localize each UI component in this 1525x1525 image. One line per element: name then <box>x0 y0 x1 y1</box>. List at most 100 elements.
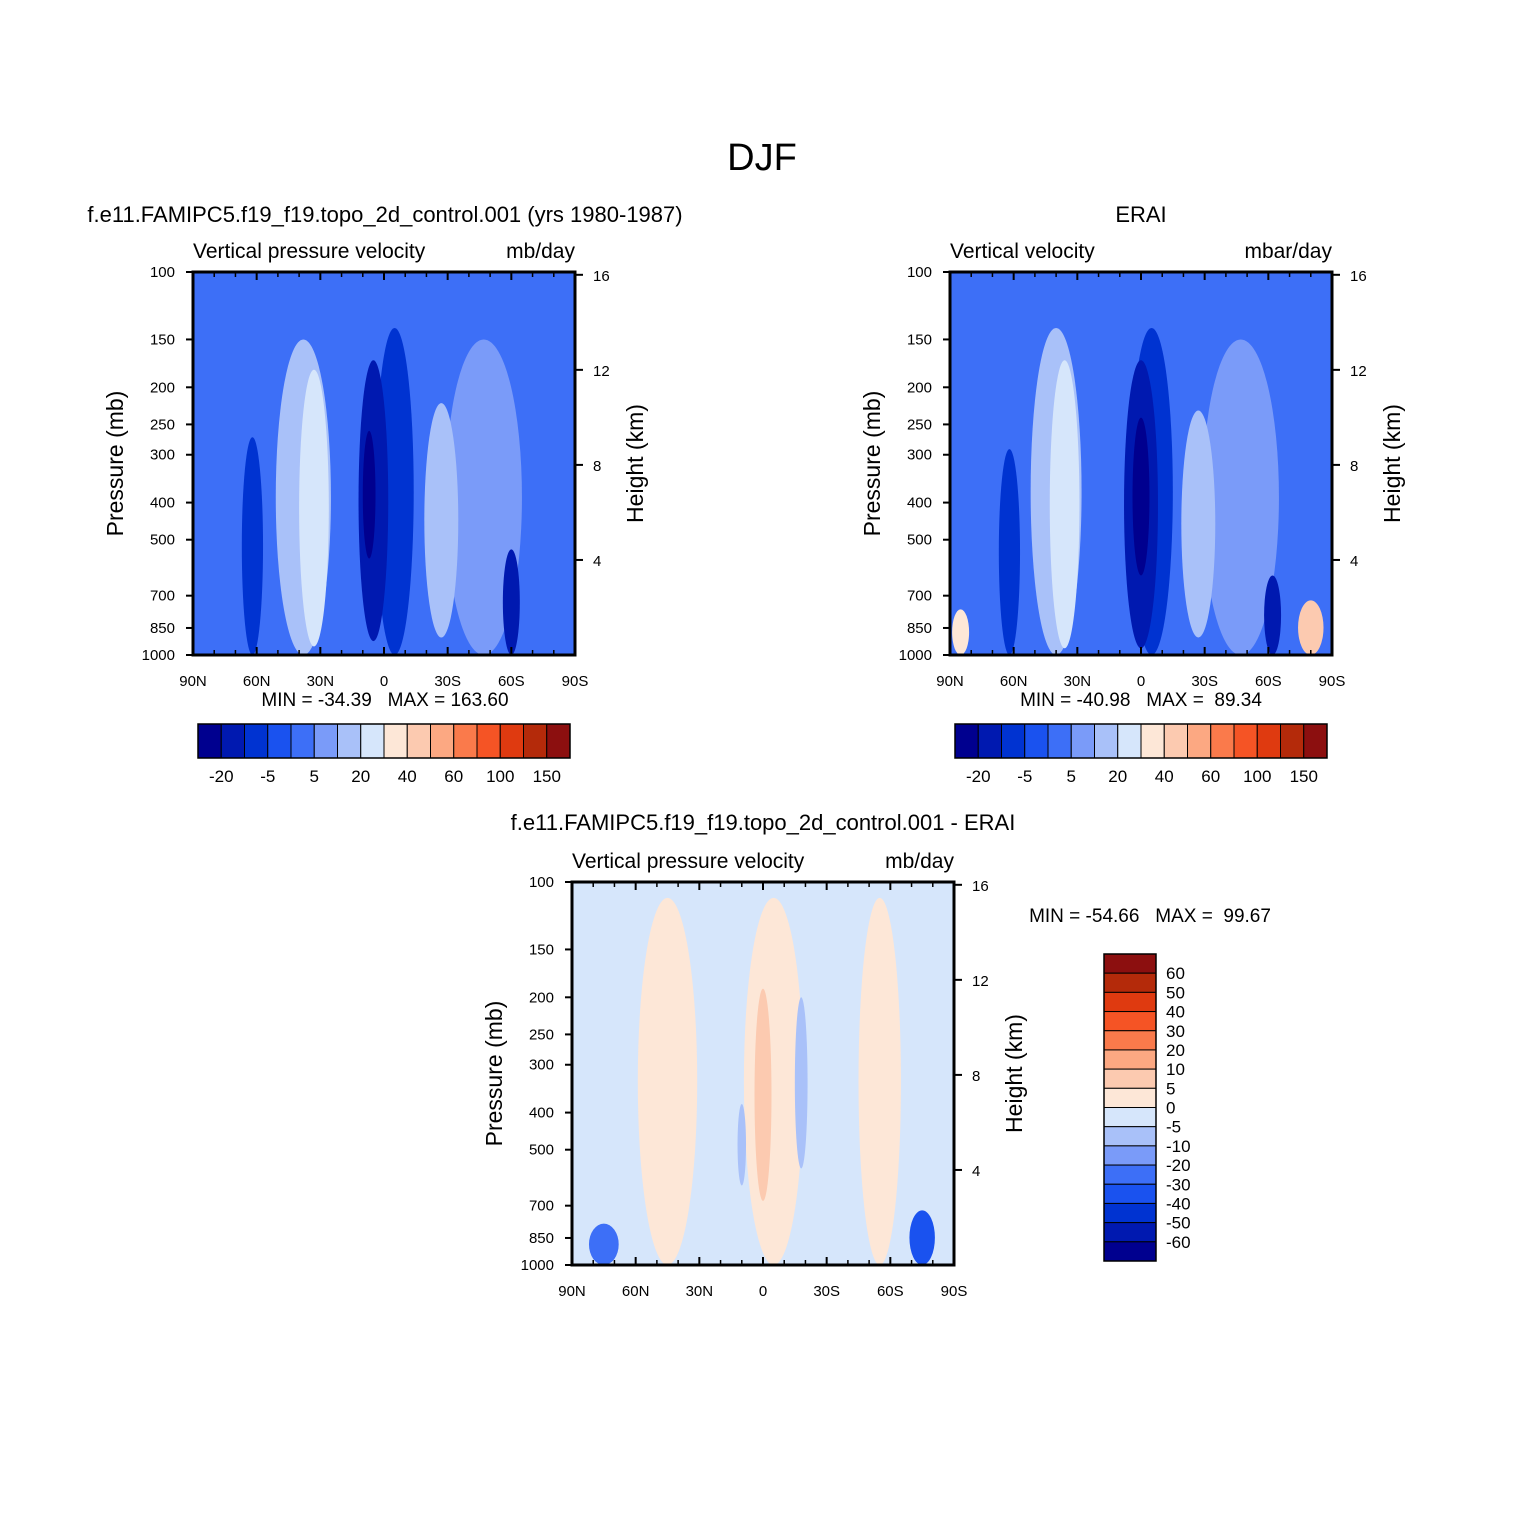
colorbar-swatch <box>1103 991 1157 1013</box>
min-max-stats: MIN = -34.39 MAX = 163.60 <box>261 690 508 711</box>
y-right-tick-label: 8 <box>593 458 601 475</box>
colorbar-swatch <box>453 723 478 759</box>
colorbar-swatch <box>1103 1049 1157 1070</box>
x-tick-label: 60N <box>243 673 271 690</box>
x-tick-label: 90N <box>558 1283 586 1300</box>
y-right-axis-title: Height (km) <box>1001 1014 1027 1133</box>
x-tick-label: 0 <box>1137 673 1145 690</box>
colorbar-label: -5 <box>1017 767 1032 786</box>
colorbar-label: 40 <box>1155 767 1174 786</box>
colorbar: -20 -5 5 20 40 60 100 150 <box>954 723 1328 786</box>
y-tick-label: 1000 <box>142 647 175 664</box>
y-tick-label: 150 <box>907 331 932 348</box>
x-tick-label: 30N <box>1064 673 1092 690</box>
subtitle-right: mb/day <box>885 850 954 873</box>
colorbar-label: 60 <box>444 767 463 786</box>
y-tick-label: 150 <box>150 331 175 348</box>
colorbar-swatch <box>954 723 979 759</box>
y-tick-label: 250 <box>529 1026 554 1043</box>
x-tick-label: 30N <box>307 673 335 690</box>
field-contour-4 <box>794 997 808 1169</box>
colorbar-swatch <box>290 723 315 759</box>
x-tick-label: 90S <box>562 673 589 690</box>
colorbar-label: 5 <box>1166 1079 1175 1098</box>
colorbar-label: 50 <box>1166 983 1185 1002</box>
colorbar-swatch <box>1187 723 1212 759</box>
panel-title: f.e11.FAMIPC5.f19_f19.topo_2d_control.00… <box>511 810 1016 835</box>
panel-difference: f.e11.FAMIPC5.f19_f19.topo_2d_control.00… <box>481 810 1271 1300</box>
plot-area <box>572 882 954 1265</box>
subtitle-left: Vertical pressure velocity <box>572 850 805 873</box>
field-contour-0 <box>1202 339 1279 655</box>
colorbar-label: 40 <box>1166 1003 1185 1022</box>
colorbar-swatch <box>546 723 571 759</box>
colorbar-label: 150 <box>1290 767 1318 786</box>
colorbar-swatch <box>1303 723 1328 759</box>
field-contour-3 <box>754 988 772 1201</box>
x-tick-label: 90S <box>1319 673 1346 690</box>
colorbar-label: -5 <box>260 767 275 786</box>
colorbar-label: -40 <box>1166 1194 1191 1213</box>
subtitle-right: mb/day <box>506 240 575 263</box>
field-contour-9 <box>1298 600 1324 655</box>
y-tick-label: 300 <box>907 447 932 464</box>
colorbar-swatch <box>1256 723 1281 759</box>
panel-model: f.e11.FAMIPC5.f19_f19.topo_2d_control.00… <box>87 202 682 786</box>
x-tick-label: 90S <box>941 1283 968 1300</box>
colorbar-swatch <box>1103 1011 1157 1032</box>
y-tick-label: 250 <box>150 416 175 433</box>
y-right-tick-label: 12 <box>593 363 610 380</box>
colorbar-swatch <box>499 723 524 759</box>
colorbar-swatch <box>1103 1241 1157 1262</box>
colorbar-swatch <box>383 723 408 759</box>
field-contour-3 <box>1181 410 1216 638</box>
y-right-tick-label: 4 <box>1350 553 1358 570</box>
colorbar-label: 20 <box>1108 767 1127 786</box>
y-tick-label: 100 <box>150 264 175 281</box>
y-tick-label: 200 <box>907 379 932 396</box>
y-tick-label: 1000 <box>899 647 932 664</box>
colorbar-swatch <box>1070 723 1095 759</box>
field-contour-8 <box>1264 575 1282 655</box>
colorbar-swatch <box>1140 723 1165 759</box>
field-contour-0 <box>445 339 522 655</box>
colorbar-swatch <box>1103 1068 1157 1089</box>
colorbar-label: 150 <box>533 767 561 786</box>
colorbar-swatch <box>1103 1202 1157 1224</box>
colorbar-label: 20 <box>351 767 370 786</box>
colorbar-swatch <box>267 723 292 759</box>
y-tick-label: 1000 <box>521 1257 554 1274</box>
field-contour-5 <box>737 1104 747 1186</box>
colorbar-swatch <box>1103 1222 1157 1243</box>
colorbar-swatch <box>1103 972 1157 993</box>
colorbar-label: 5 <box>1067 767 1076 786</box>
colorbar-label: -60 <box>1166 1233 1191 1252</box>
y-tick-label: 500 <box>150 532 175 549</box>
x-tick-label: 30S <box>434 673 461 690</box>
colorbar-swatch <box>523 723 548 759</box>
colorbar-frame <box>197 723 571 759</box>
field-contour-6 <box>909 1210 935 1265</box>
field-contour-6 <box>1132 417 1150 576</box>
colorbar-label: 20 <box>1166 1041 1185 1060</box>
y-right-axis-title: Height (km) <box>622 404 648 523</box>
colorbar-label: 60 <box>1166 964 1185 983</box>
y-right-tick-label: 4 <box>972 1163 980 1180</box>
colorbar-frame <box>1103 953 1157 1262</box>
panel-title: f.e11.FAMIPC5.f19_f19.topo_2d_control.00… <box>87 202 682 227</box>
colorbar-swatch <box>977 723 1002 759</box>
panels: f.e11.FAMIPC5.f19_f19.topo_2d_control.00… <box>87 202 1405 1300</box>
colorbar-swatch <box>1024 723 1049 759</box>
subtitle-right: mbar/day <box>1244 240 1332 263</box>
colorbar-swatch <box>337 723 362 759</box>
x-tick-label: 30N <box>686 1283 714 1300</box>
y-tick-label: 700 <box>529 1198 554 1215</box>
y-tick-label: 400 <box>529 1105 554 1122</box>
x-tick-label: 0 <box>759 1283 767 1300</box>
y-tick-label: 300 <box>150 447 175 464</box>
colorbar-swatch <box>1103 953 1157 974</box>
colorbar-swatch <box>1103 1107 1157 1128</box>
x-tick-label: 60N <box>622 1283 650 1300</box>
colorbar-label: 40 <box>398 767 417 786</box>
colorbar-swatch <box>1001 723 1026 759</box>
